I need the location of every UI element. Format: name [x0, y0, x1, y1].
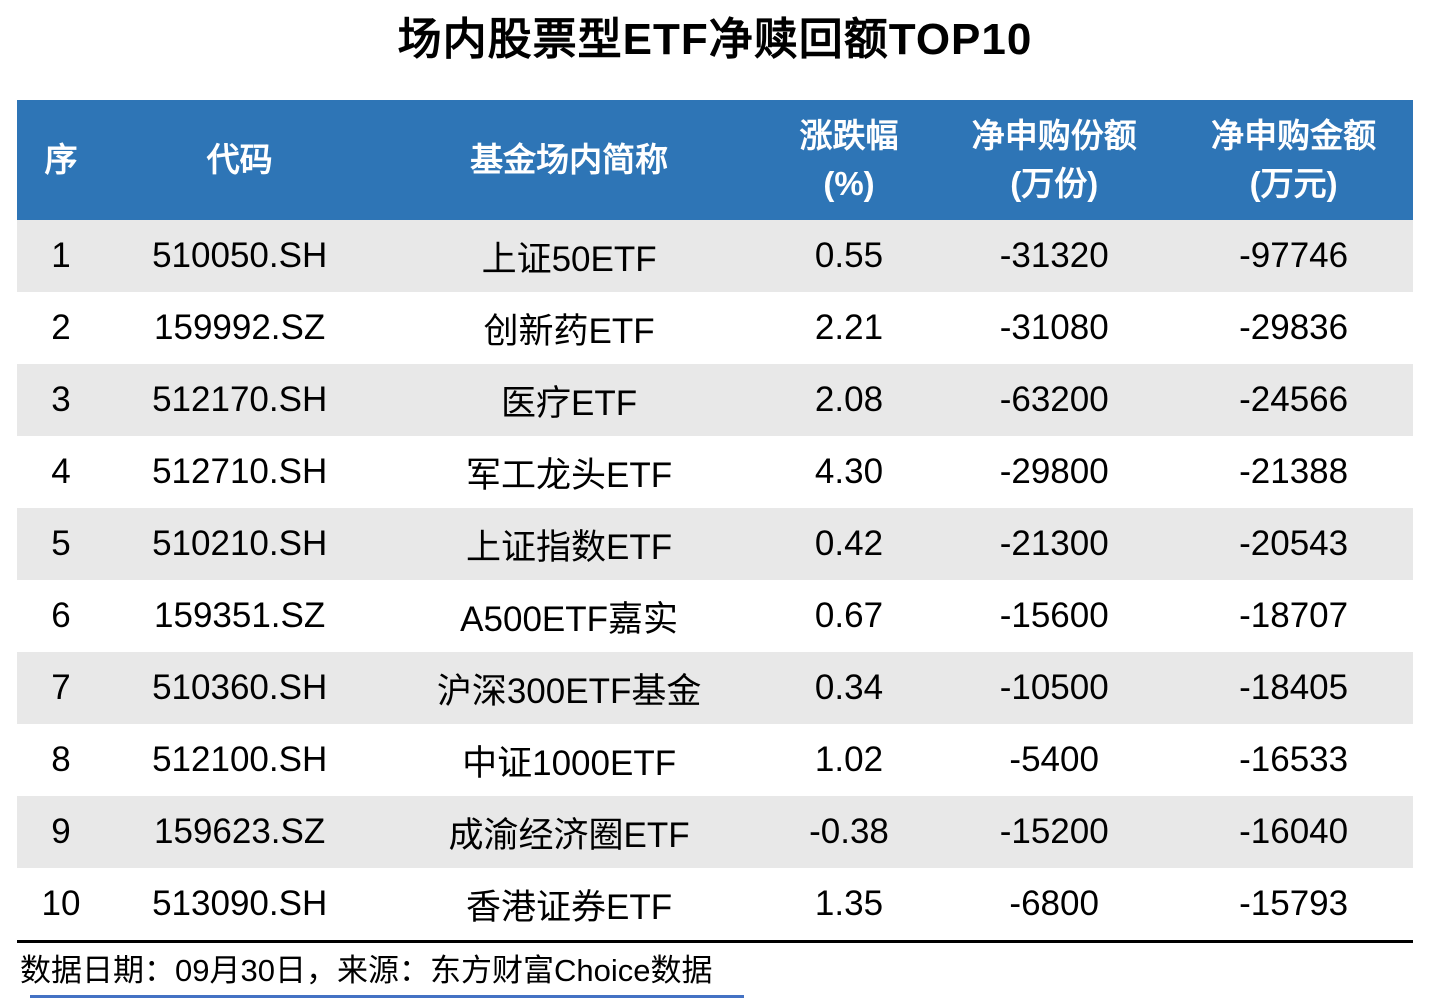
col-header-line1: 净申购金额 [1211, 117, 1377, 155]
cell-rank: 5 [51, 524, 71, 563]
cell-rank: 3 [51, 380, 71, 419]
table-row: 10 513090.SH 香港证券ETF 1.35 -6800 -15793 [17, 868, 1413, 940]
cell-name: 上证指数ETF [466, 527, 673, 567]
cell-change: 0.55 [814, 236, 884, 275]
cell-change: 0.34 [814, 668, 884, 707]
col-header-line1: 代码 [206, 141, 273, 179]
table-header: 序 代码 基金场内简称 涨跌幅 (%) 净申购份额 (万份) 净申购金额 [17, 100, 1413, 220]
col-header-rank: 序 [17, 100, 105, 220]
cell-net-amount: -15793 [1239, 884, 1349, 923]
cell-net-shares: -31320 [999, 236, 1109, 275]
cell-net-amount: -20543 [1239, 524, 1349, 563]
table-row: 5 510210.SH 上证指数ETF 0.42 -21300 -20543 [17, 508, 1413, 580]
cell-name: 成渝经济圈ETF [448, 815, 690, 855]
cell-net-amount: -97746 [1239, 236, 1349, 275]
cell-code: 512100.SH [152, 740, 328, 779]
cell-net-shares: -21300 [999, 524, 1109, 563]
cell-code: 510360.SH [152, 668, 328, 707]
table-row: 1 510050.SH 上证50ETF 0.55 -31320 -97746 [17, 220, 1413, 292]
cell-rank: 10 [41, 884, 81, 923]
cell-rank: 1 [51, 236, 71, 275]
col-header-line1: 涨跌幅 [799, 117, 899, 155]
cell-name: 创新药ETF [483, 311, 655, 351]
cell-code: 510210.SH [152, 524, 328, 563]
cell-rank: 9 [51, 812, 71, 851]
cell-rank: 6 [51, 596, 71, 635]
cell-change: -0.38 [809, 812, 889, 851]
cell-net-shares: -5400 [1009, 740, 1099, 779]
bottom-blue-line [30, 995, 744, 998]
table-header-row: 序 代码 基金场内简称 涨跌幅 (%) 净申购份额 (万份) 净申购金额 [17, 100, 1413, 220]
cell-name: 中证1000ETF [462, 743, 677, 783]
page-title: 场内股票型ETF净赎回额TOP10 [397, 15, 1033, 64]
cell-rank: 2 [51, 308, 71, 347]
cell-change: 2.08 [814, 380, 884, 419]
table-row: 8 512100.SH 中证1000ETF 1.02 -5400 -16533 [17, 724, 1413, 796]
cell-net-amount: -16040 [1239, 812, 1349, 851]
cell-name: 上证50ETF [481, 239, 657, 279]
cell-code: 512710.SH [152, 452, 328, 491]
cell-change: 2.21 [814, 308, 884, 347]
cell-name: A500ETF嘉实 [460, 599, 679, 639]
col-header-line1: 净申购份额 [971, 117, 1137, 155]
col-header-code: 代码 [104, 100, 375, 220]
cell-net-amount: -21388 [1239, 452, 1349, 491]
cell-change: 0.67 [814, 596, 884, 635]
cell-code: 512170.SH [152, 380, 328, 419]
cell-change: 0.42 [814, 524, 884, 563]
cell-code: 510050.SH [152, 236, 328, 275]
table-body: 1 510050.SH 上证50ETF 0.55 -31320 -97746 2… [17, 220, 1413, 940]
col-header-line1: 基金场内简称 [470, 141, 669, 179]
cell-code: 159351.SZ [154, 596, 326, 635]
cell-net-shares: -6800 [1009, 884, 1099, 923]
col-header-change: 涨跌幅 (%) [763, 100, 935, 220]
cell-rank: 4 [51, 452, 71, 491]
col-header-net-amount: 净申购金额 (万元) [1174, 100, 1413, 220]
footer-divider-line [17, 940, 1413, 943]
cell-net-amount: -18707 [1239, 596, 1349, 635]
cell-name: 香港证券ETF [466, 887, 673, 927]
cell-rank: 8 [51, 740, 71, 779]
cell-net-shares: -15200 [999, 812, 1109, 851]
col-header-name: 基金场内简称 [374, 100, 764, 220]
cell-change: 1.02 [814, 740, 884, 779]
table-row: 4 512710.SH 军工龙头ETF 4.30 -29800 -21388 [17, 436, 1413, 508]
cell-name: 沪深300ETF基金 [436, 671, 702, 711]
cell-code: 159623.SZ [154, 812, 326, 851]
cell-net-amount: -29836 [1239, 308, 1349, 347]
col-header-net-shares: 净申购份额 (万份) [934, 100, 1175, 220]
cell-change: 1.35 [814, 884, 884, 923]
cell-net-amount: -18405 [1239, 668, 1349, 707]
cell-name: 军工龙头ETF [466, 455, 673, 495]
cell-net-amount: -16533 [1239, 740, 1349, 779]
etf-table: 序 代码 基金场内简称 涨跌幅 (%) 净申购份额 (万份) 净申购金额 [17, 100, 1413, 940]
table-row: 7 510360.SH 沪深300ETF基金 0.34 -10500 -1840… [17, 652, 1413, 724]
cell-net-shares: -31080 [999, 308, 1109, 347]
cell-net-amount: -24566 [1239, 380, 1349, 419]
table-row: 9 159623.SZ 成渝经济圈ETF -0.38 -15200 -16040 [17, 796, 1413, 868]
cell-change: 4.30 [814, 452, 884, 491]
cell-code: 513090.SH [152, 884, 328, 923]
cell-name: 医疗ETF [501, 383, 638, 423]
col-header-line1: 序 [44, 141, 78, 179]
col-header-line2: (万元) [1249, 165, 1338, 202]
cell-rank: 7 [51, 668, 71, 707]
cell-net-shares: -15600 [999, 596, 1109, 635]
cell-net-shares: -29800 [999, 452, 1109, 491]
col-header-line2: (%) [823, 165, 875, 202]
data-source-note: 数据日期：09月30日，来源：东方财富Choice数据 [20, 953, 713, 988]
table-row: 6 159351.SZ A500ETF嘉实 0.67 -15600 -18707 [17, 580, 1413, 652]
col-header-line2: (万份) [1010, 165, 1099, 202]
cell-net-shares: -63200 [999, 380, 1109, 419]
cell-net-shares: -10500 [999, 668, 1109, 707]
table-row: 3 512170.SH 医疗ETF 2.08 -63200 -24566 [17, 364, 1413, 436]
table-row: 2 159992.SZ 创新药ETF 2.21 -31080 -29836 [17, 292, 1413, 364]
cell-code: 159992.SZ [154, 308, 326, 347]
